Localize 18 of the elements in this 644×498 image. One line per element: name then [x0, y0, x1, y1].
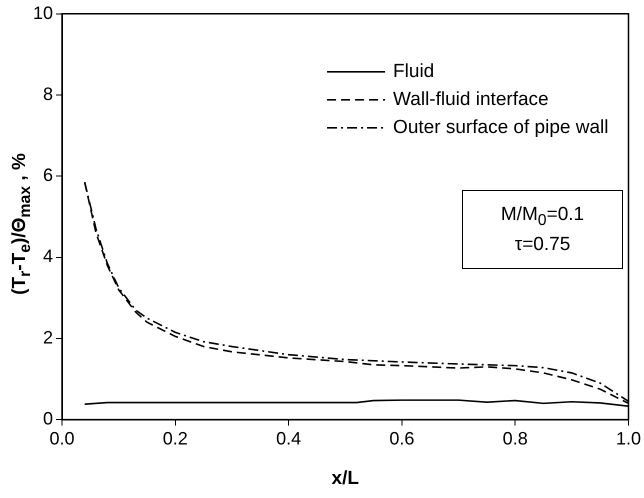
x-tick-label: 0.8: [502, 428, 528, 448]
legend-label: Fluid: [393, 61, 434, 82]
x-tick-label: 0.2: [162, 428, 188, 448]
y-tick-label: 2: [43, 327, 54, 348]
x-tick-label: 0.6: [389, 428, 414, 448]
x-tick-label: 0.4: [276, 428, 302, 448]
legend-label: Wall-fluid interface: [393, 89, 549, 110]
y-tick-label: 8: [43, 84, 54, 104]
annotation: τ=0.75: [514, 233, 572, 258]
annotation: M/M$_{0}$=0.1: [500, 202, 586, 230]
x-tick-label: 1.0: [616, 428, 642, 448]
y-tick-label: 4: [43, 246, 54, 266]
legend-label: Outer surface of pipe wall: [393, 117, 609, 138]
x-axis-title: x/L: [332, 468, 360, 489]
y-tick-label: 0: [43, 408, 54, 429]
y-tick-label: 10: [32, 2, 54, 23]
y-tick-label: 6: [43, 165, 54, 186]
x-tick-label: 0.0: [50, 428, 75, 448]
